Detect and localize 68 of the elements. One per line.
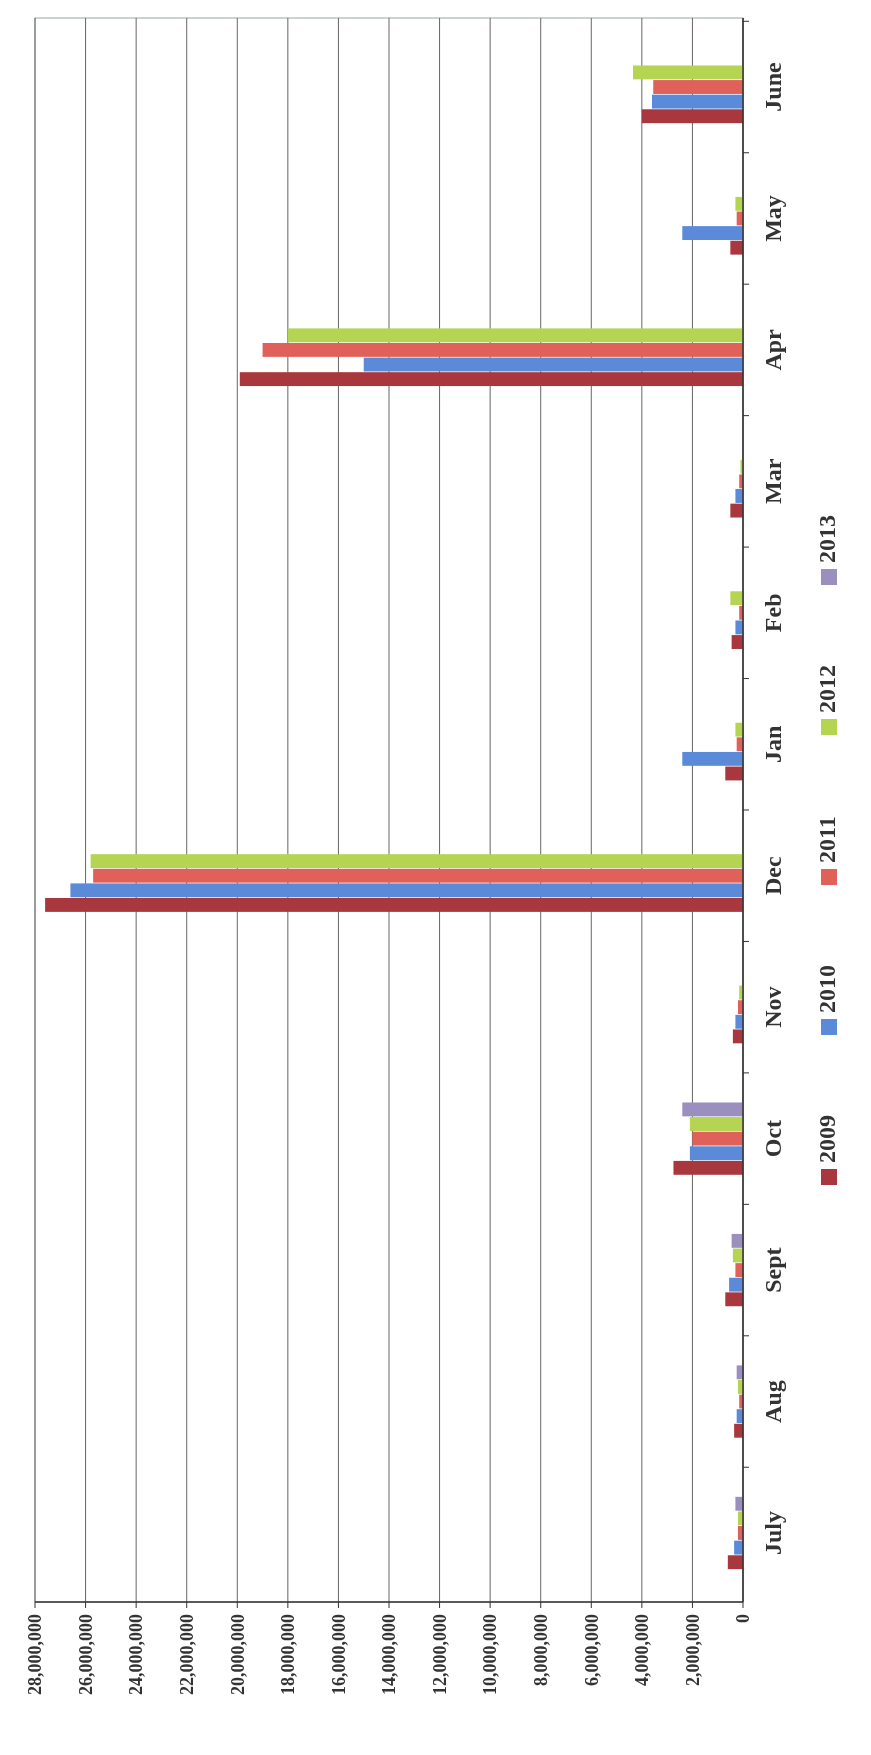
bar <box>735 196 743 211</box>
x-tick-label: 16,000,000 <box>328 1614 349 1695</box>
bar <box>673 1160 743 1175</box>
x-tick-label: 2,000,000 <box>682 1614 703 1686</box>
x-tick-label: 8,000,000 <box>531 1614 552 1686</box>
x-tick-label: 12,000,000 <box>429 1614 450 1695</box>
x-tick-label: 24,000,000 <box>126 1614 147 1695</box>
x-tick-label: 14,000,000 <box>379 1614 400 1695</box>
bar <box>682 226 743 241</box>
bar <box>725 766 743 781</box>
text: 2010 <box>814 965 840 1013</box>
y-tick-label: Apr <box>760 328 787 371</box>
bar <box>735 489 743 503</box>
y-tick-label: Dec <box>760 856 787 896</box>
bar <box>692 1131 743 1146</box>
y-tick-label: Feb <box>760 593 787 633</box>
x-tick-label: 28,000,000 <box>25 1614 46 1695</box>
y-tick-label: June <box>760 62 787 112</box>
text: 2012 <box>814 665 840 713</box>
bar <box>735 620 743 635</box>
bar <box>70 883 743 898</box>
bar <box>682 751 743 766</box>
x-tick-label: 0 <box>733 1614 754 1623</box>
bar <box>735 722 743 737</box>
bar <box>730 591 743 606</box>
x-tick-label: 4,000,000 <box>632 1614 653 1686</box>
bar <box>689 1146 743 1161</box>
x-tick-label: 22,000,000 <box>177 1614 198 1695</box>
bar <box>734 1540 743 1555</box>
y-tick-label: May <box>760 195 787 242</box>
y-tick-label: Oct <box>760 1119 787 1158</box>
y-tick-label: Mar <box>760 458 787 505</box>
y-tick-label: Nov <box>760 986 787 1028</box>
y-tick-label: Sept <box>760 1247 787 1293</box>
x-tick-label: 18,000,000 <box>278 1614 299 1695</box>
text: 2011 <box>814 816 840 863</box>
x-tick-label: 20,000,000 <box>227 1614 248 1695</box>
bar <box>651 94 743 109</box>
bar <box>735 1014 743 1029</box>
bar <box>734 1423 743 1438</box>
bar <box>730 240 743 255</box>
bar <box>93 868 743 883</box>
y-tick-label: July <box>760 1510 787 1555</box>
bar <box>729 1277 743 1292</box>
bar <box>727 1555 743 1570</box>
y-tick-label: Aug <box>760 1380 787 1423</box>
text: 2009 <box>814 1115 840 1163</box>
x-tick-label: 10,000,000 <box>480 1614 501 1695</box>
bar <box>653 80 743 94</box>
bar <box>641 109 743 124</box>
bar <box>262 342 743 357</box>
bar <box>689 1117 743 1131</box>
bar <box>287 328 743 343</box>
bar <box>735 1496 743 1511</box>
bar <box>725 1292 743 1307</box>
bar <box>682 1102 743 1117</box>
bar <box>735 1263 743 1278</box>
bar <box>730 503 743 518</box>
bar <box>90 854 743 869</box>
bar <box>45 898 743 912</box>
y-tick-label: Jan <box>760 725 787 763</box>
bar <box>732 1029 743 1044</box>
x-tick-label: 6,000,000 <box>581 1614 602 1686</box>
bar <box>363 357 743 372</box>
x-tick-label: 26,000,000 <box>75 1614 96 1695</box>
text: 2013 <box>814 515 840 563</box>
bar <box>239 372 743 387</box>
bar <box>633 65 743 80</box>
